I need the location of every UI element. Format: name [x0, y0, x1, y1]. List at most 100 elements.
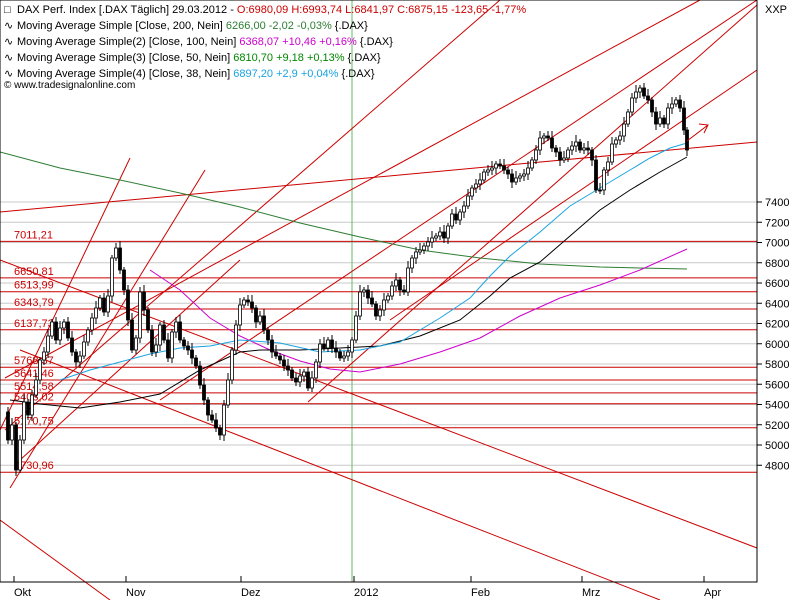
candle-body [462, 205, 466, 213]
candle-body [434, 235, 438, 239]
x-tick-label: Okt [14, 587, 31, 599]
y-tick-label: 7200 [765, 217, 789, 229]
candle-body [398, 279, 402, 291]
candle-body [178, 321, 182, 341]
ma-line [149, 248, 688, 373]
candle-body [310, 377, 314, 389]
y-tick-label: 5400 [765, 400, 789, 412]
candle-body [198, 365, 202, 386]
candle-body [406, 267, 410, 293]
candle-body [430, 237, 434, 243]
legend-text: DAX Perf. Index [.DAX Täglich] 29.03.201… [17, 4, 237, 16]
candle-body [482, 171, 486, 181]
candle-body [62, 321, 66, 329]
candle-body [642, 87, 646, 97]
candle-body [274, 351, 278, 357]
legend-symbol: {.DAX} [356, 36, 393, 48]
candle-body [242, 299, 246, 306]
candle-body [506, 169, 510, 175]
candle-body [402, 289, 406, 293]
candle-body [442, 231, 446, 239]
plot-frame [0, 0, 758, 583]
candle-body [354, 315, 358, 341]
candle-body [574, 141, 578, 147]
candle-body [338, 351, 342, 359]
candle-body [246, 299, 250, 303]
candle-body [298, 375, 302, 383]
legend-value: O:6980,09 H:6993,74 L:6841,97 C:6875,15 … [236, 4, 527, 16]
candle-body [210, 414, 214, 421]
candle-body [214, 419, 218, 429]
candle-body [102, 297, 106, 313]
candle-body [42, 351, 46, 361]
candle-body [630, 97, 634, 113]
level-label: 5641,46 [14, 368, 54, 380]
y-tick-label: 6800 [765, 258, 789, 270]
x-tick-label: Nov [126, 587, 146, 599]
legend-line: ∿ Moving Average Simple(2) [Close, 100, N… [4, 34, 393, 50]
legend-value: 6266,00 -2,02 -0,03% [225, 20, 332, 32]
candle-body [678, 99, 682, 109]
candle-body [162, 324, 166, 341]
candle-body [266, 329, 270, 341]
candle-body [614, 139, 618, 145]
y-tick-label: 7000 [765, 238, 789, 250]
candle-body [494, 163, 498, 169]
candle-body [502, 165, 506, 171]
legend-value: 6368,07 +10,46 +0,16% [239, 36, 357, 48]
candle-body [498, 163, 502, 167]
candle-body [390, 285, 394, 297]
candle-body [234, 324, 238, 351]
level-label: 5514,58 [14, 381, 54, 393]
candle-body [278, 355, 282, 361]
legend-value: 6810,70 +9,18 +0,13% [233, 52, 345, 64]
trend-line [389, 69, 758, 321]
candle-body [514, 177, 518, 183]
candle-body [478, 179, 482, 185]
candle-body [226, 379, 230, 406]
candle-body [286, 365, 290, 371]
candle-body [254, 307, 258, 323]
candle-body [270, 339, 274, 353]
y-tick-label: 5000 [765, 440, 789, 452]
candle-body [610, 143, 614, 163]
candle-body [510, 173, 514, 183]
candle-body [594, 159, 598, 191]
legend-symbol: {.DAX} [331, 20, 368, 32]
x-tick-label: 2012 [354, 587, 378, 599]
candle-body [638, 87, 642, 93]
candle-body [378, 309, 382, 317]
candle-body [426, 241, 430, 247]
x-tick-label: Apr [704, 587, 721, 599]
ma-line-icon: ∿ [4, 36, 14, 48]
candle-body [250, 301, 254, 309]
x-tick-label: Mrz [582, 587, 600, 599]
candle-body [22, 401, 26, 441]
candle-body [18, 439, 22, 471]
candle-body [206, 399, 210, 416]
candle-body [366, 289, 370, 299]
candle-body [90, 317, 94, 331]
candle-body [470, 187, 474, 197]
candle-body [58, 327, 62, 341]
square-icon: □ [4, 4, 11, 16]
candle-body [682, 107, 686, 131]
candle-body [318, 343, 322, 363]
candle-body [146, 309, 150, 331]
candle-body [258, 315, 262, 323]
candle-body [302, 371, 306, 377]
candle-body [466, 195, 470, 207]
candle-body [526, 167, 530, 175]
candle-body [562, 157, 566, 161]
forecast-arrow [686, 123, 709, 142]
candle-body [82, 341, 86, 357]
candle-body [126, 289, 130, 321]
legend-symbol: {.DAX} [344, 52, 381, 64]
candle-body [550, 137, 554, 149]
candle-body [334, 347, 338, 353]
candlesticks [6, 83, 689, 476]
candle-body [262, 315, 266, 331]
trend-line [0, 141, 758, 213]
candle-body [570, 145, 574, 151]
